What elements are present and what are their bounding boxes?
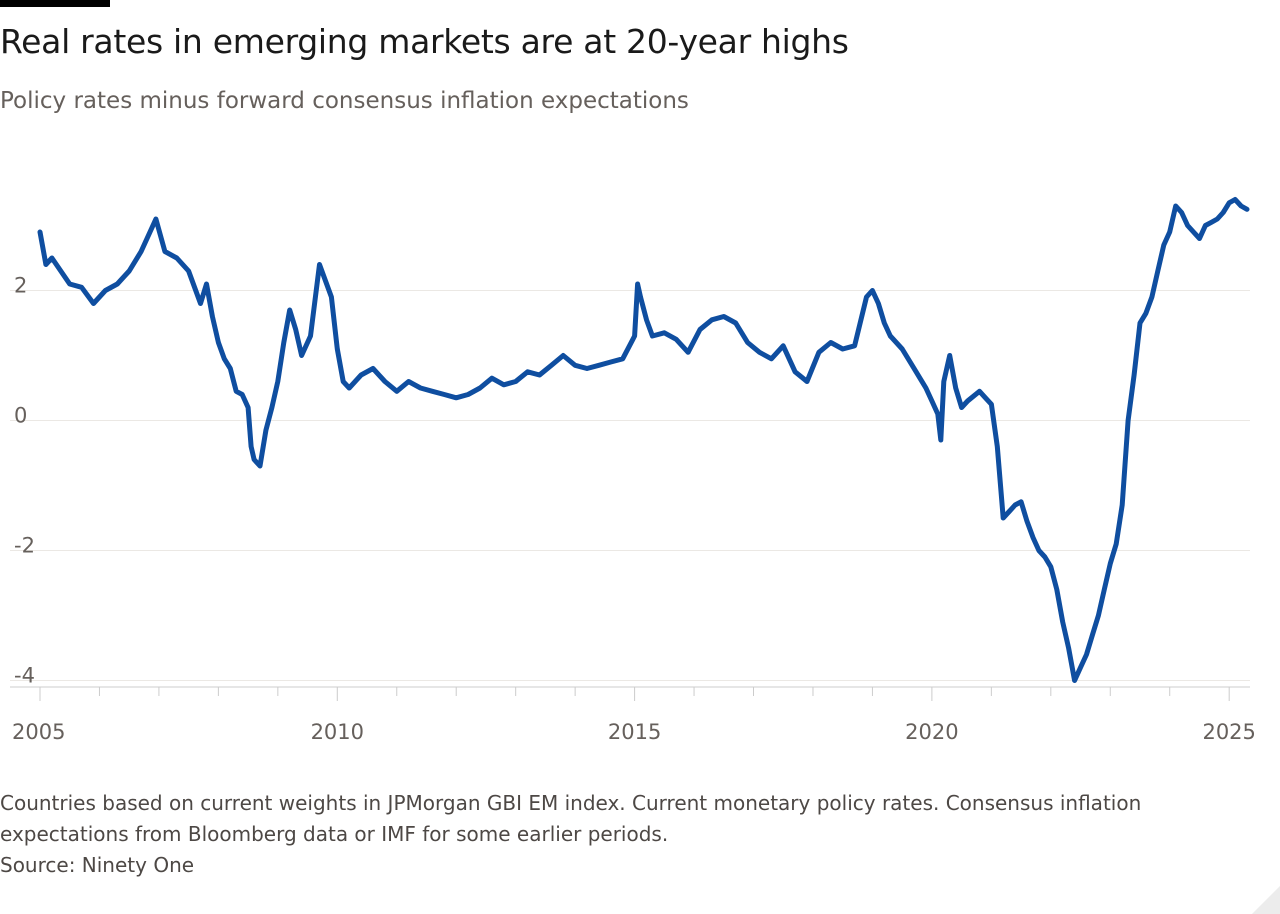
x-axis: 2005 2010 2015 2020 2025 <box>10 686 1256 744</box>
x-tick-label: 2015 <box>608 720 661 744</box>
line-chart: 2005 2010 2015 2020 2025 -4 -2 0 2 <box>10 197 1256 744</box>
series-line <box>37 197 1250 683</box>
chart-source: Source: Ninety One <box>0 853 195 877</box>
chart-title: Real rates in emerging markets are at 20… <box>0 22 849 61</box>
chart-notes: Countries based on current weights in JP… <box>0 791 1142 846</box>
y-tick-label: -2 <box>14 534 35 558</box>
chart-subtitle: Policy rates minus forward consensus inf… <box>0 88 689 114</box>
y-tick-label: -4 <box>14 664 35 688</box>
chart-area: 2005 2010 2015 2020 2025 -4 -2 0 2 <box>0 150 1280 760</box>
x-tick-label: 2010 <box>311 720 364 744</box>
gridlines <box>10 290 1250 681</box>
y-tick-label: 0 <box>14 404 27 428</box>
top-rule <box>0 0 110 7</box>
x-tick-label: 2020 <box>905 720 958 744</box>
y-tick-label: 2 <box>14 274 27 298</box>
series-layer <box>37 197 1250 683</box>
x-tick-label: 2025 <box>1202 720 1255 744</box>
page-corner-fold <box>1252 886 1280 914</box>
y-axis-labels: -4 -2 0 2 <box>14 274 35 688</box>
x-tick-label: 2005 <box>12 720 65 744</box>
